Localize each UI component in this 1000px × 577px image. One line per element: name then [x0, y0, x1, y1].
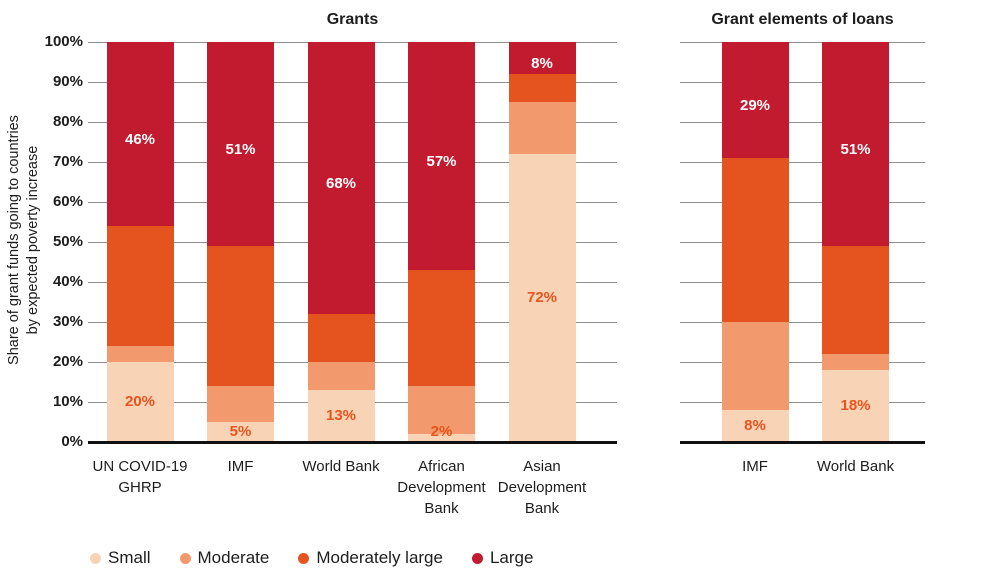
segment-small — [408, 434, 475, 442]
y-tick-label: 90% — [52, 73, 83, 90]
legend-label: Small — [108, 548, 151, 567]
data-label: 8% — [531, 55, 553, 72]
plot-area: 8% 29% 18% 51% — [680, 42, 925, 444]
y-tick-label: 40% — [52, 273, 83, 290]
category-label: World Bank — [816, 458, 895, 475]
data-label: 68% — [325, 175, 357, 192]
segment-large — [106, 42, 174, 226]
y-tick-label: 10% — [52, 393, 83, 410]
gridline — [680, 362, 925, 363]
bar-asian-development-bank — [508, 42, 576, 442]
bar-world-bank — [822, 42, 889, 442]
segment-moderate — [822, 354, 889, 370]
data-label: 18% — [840, 397, 871, 414]
segment-large — [822, 42, 889, 246]
gridline — [680, 282, 925, 283]
segment-moderately-large — [508, 74, 576, 102]
segment-moderately-large — [106, 226, 174, 346]
segment-large — [408, 42, 475, 270]
gridline — [680, 242, 925, 243]
y-tick-label: 30% — [52, 313, 83, 330]
y-tick-label: 60% — [52, 193, 83, 210]
legend-swatch-icon — [179, 552, 191, 564]
data-label: 46% — [124, 131, 156, 148]
segment-moderate — [508, 102, 576, 154]
data-label: 29% — [739, 97, 771, 114]
segment-large — [207, 42, 274, 246]
data-label: 5% — [229, 423, 252, 440]
gridline — [680, 162, 925, 163]
x-axis-line — [88, 441, 617, 444]
segment-large — [508, 42, 576, 74]
segment-small — [508, 154, 576, 442]
data-label: 20% — [124, 393, 156, 410]
segment-moderately-large — [822, 246, 889, 354]
gridline — [680, 82, 925, 83]
category-label: African Development Bank — [397, 458, 486, 517]
segment-moderate — [307, 362, 375, 390]
category-label: World Bank — [302, 458, 380, 475]
segment-large — [307, 42, 375, 314]
gridline — [680, 42, 925, 43]
plot-area: 20% 46% 5% 51% 13% 68% 2% 57% 72% 8% — [88, 42, 617, 444]
gridline — [680, 202, 925, 203]
legend-label: Moderately large — [316, 548, 443, 567]
y-tick-label: 20% — [52, 353, 83, 370]
y-tick-label: 100% — [44, 33, 83, 50]
legend-swatch-icon — [90, 552, 101, 564]
category-label: Asian Development Bank — [497, 458, 587, 517]
legend-item-moderate: Moderate — [179, 548, 270, 568]
legend-item-moderately-large: Moderately large — [298, 548, 443, 568]
y-tick-label: 0% — [61, 433, 83, 450]
grants-chart-title: Grants — [326, 11, 379, 28]
legend-swatch-icon — [298, 552, 310, 564]
segment-small — [721, 410, 789, 442]
y-tick-label: 70% — [52, 153, 83, 170]
segment-moderate — [207, 386, 274, 422]
bar-african-development-bank — [408, 42, 475, 442]
category-label: IMF — [742, 458, 768, 475]
segment-moderately-large — [408, 270, 475, 386]
segment-small — [106, 362, 174, 442]
legend: Small Moderate Moderately large Large — [90, 548, 533, 568]
legend-item-large: Large — [471, 548, 534, 568]
segment-small — [307, 390, 375, 442]
data-label: 72% — [526, 289, 558, 306]
category-label: IMF — [227, 458, 254, 475]
bar-imf — [207, 42, 274, 442]
segment-moderately-large — [721, 158, 789, 322]
legend-label: Large — [489, 548, 534, 567]
data-label: 8% — [744, 417, 766, 434]
segment-moderately-large — [307, 314, 375, 362]
x-axis-line — [680, 441, 925, 444]
legend-item-small: Small — [90, 548, 151, 568]
y-tick-label: 50% — [52, 233, 83, 250]
data-label: 51% — [840, 141, 871, 158]
segment-moderate — [721, 322, 789, 410]
gridline — [680, 122, 925, 123]
segment-moderately-large — [207, 246, 274, 386]
data-label: 13% — [325, 407, 357, 424]
data-label: 57% — [426, 153, 457, 170]
gridline — [680, 402, 925, 403]
segment-large — [721, 42, 789, 158]
segment-small — [207, 422, 274, 442]
bar-imf — [721, 42, 789, 442]
gridline — [680, 322, 925, 323]
loans-chart-title: Grant elements of loans — [711, 11, 894, 28]
segment-moderate — [106, 346, 174, 362]
data-label: 2% — [430, 423, 453, 440]
legend-label: Moderate — [197, 548, 270, 567]
y-tick-label: 80% — [52, 113, 83, 130]
data-label: 51% — [225, 141, 256, 158]
legend-swatch-icon — [471, 552, 483, 564]
bar-un-covid-19-ghrp — [106, 42, 174, 442]
segment-moderate — [408, 386, 475, 434]
bar-world-bank — [307, 42, 375, 442]
category-label: UN COVID-19 GHRP — [92, 458, 188, 496]
segment-small — [822, 370, 889, 442]
